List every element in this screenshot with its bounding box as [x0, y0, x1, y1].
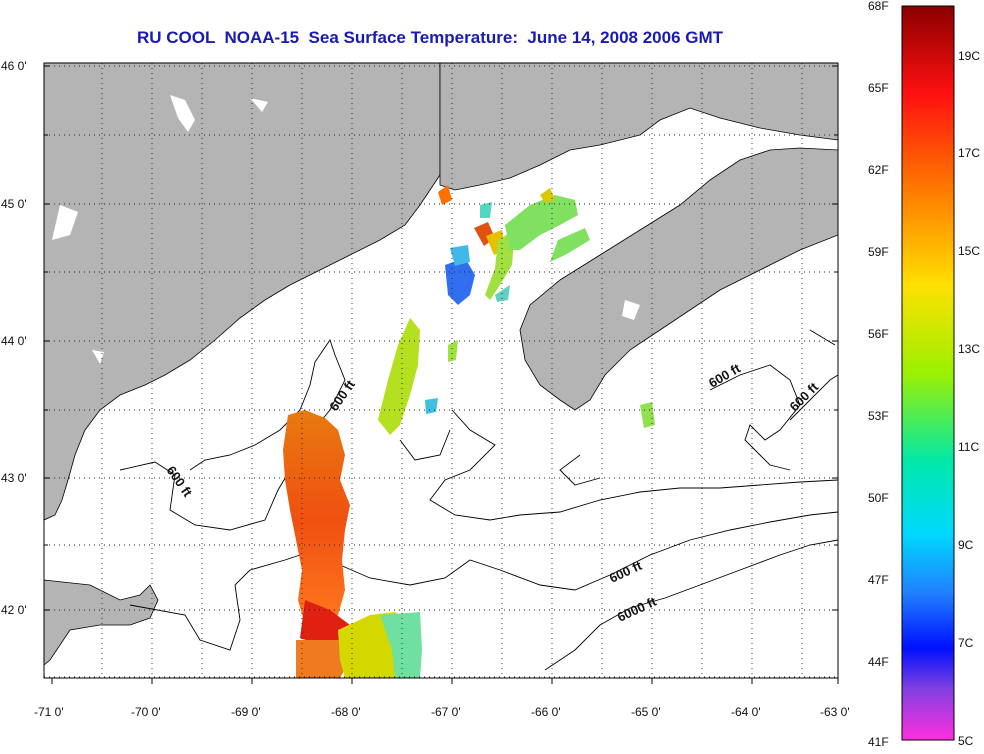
colorbar-f-label: 68F	[868, 0, 889, 13]
colorbar-c-label: 15C	[958, 244, 980, 258]
lat-label: 43 0'	[1, 471, 27, 485]
land-new-brunswick	[439, 63, 838, 191]
colorbar-c-label: 5C	[958, 734, 974, 748]
colorbar-f-label: 50F	[868, 491, 889, 505]
colorbar-f-label: 41F	[868, 735, 889, 749]
lake	[52, 205, 78, 240]
map-title: RU COOL NOAA-15 Sea Surface Temperature:…	[136, 28, 724, 47]
lon-label: -67 0'	[431, 705, 461, 719]
colorbar-c-label: 9C	[958, 538, 974, 552]
colorbar-f-label: 59F	[868, 245, 889, 259]
lat-label: 42 0'	[1, 603, 27, 617]
land-nova-scotia	[519, 147, 838, 411]
land-cape-cod	[44, 579, 159, 666]
lat-label: 45 0'	[1, 197, 27, 211]
lon-label: -66 0'	[531, 705, 561, 719]
lake	[92, 350, 104, 364]
bathymetry-contours	[119, 329, 838, 671]
colorbar-c-label: 13C	[958, 342, 980, 356]
lon-label: -69 0'	[231, 705, 261, 719]
lon-label: -64 0'	[731, 705, 761, 719]
colorbar-c-label: 11C	[958, 440, 979, 454]
lon-label: -68 0'	[331, 705, 361, 719]
colorbar-f-label: 56F	[868, 327, 889, 341]
sst-data	[283, 185, 655, 678]
lat-label: 44 0'	[1, 334, 27, 348]
colorbar-f-label: 47F	[868, 573, 889, 587]
colorbar-f-label: 62F	[868, 163, 889, 177]
colorbar-f-labels: 68F 65F 62F 59F 56F 53F 50F 47F 44F 41F	[868, 0, 889, 749]
lake	[170, 95, 195, 132]
colorbar-f-label: 44F	[868, 655, 889, 669]
map-area: 600 ft 600 ft 600 ft 600 ft 600 ft 6000 …	[44, 63, 838, 678]
colorbar-f-label: 53F	[868, 409, 889, 423]
colorbar-c-labels: 19C 17C 15C 13C 11C 9C 7C 5C	[958, 49, 980, 748]
lake	[622, 300, 640, 320]
colorbar	[901, 5, 955, 741]
lat-label: 46 0'	[1, 59, 27, 73]
colorbar-f-label: 65F	[868, 81, 889, 95]
lon-label: -71 0'	[34, 705, 64, 719]
lon-label: -65 0'	[631, 705, 661, 719]
ticks	[44, 65, 839, 684]
land-new-england	[44, 63, 441, 521]
colorbar-c-label: 17C	[958, 146, 980, 160]
lon-label: -70 0'	[131, 705, 161, 719]
colorbar-c-label: 19C	[958, 49, 980, 63]
colorbar-c-label: 7C	[958, 636, 974, 650]
lake	[250, 98, 268, 112]
map-frame	[43, 62, 839, 679]
lon-label: -63 0'	[820, 705, 850, 719]
